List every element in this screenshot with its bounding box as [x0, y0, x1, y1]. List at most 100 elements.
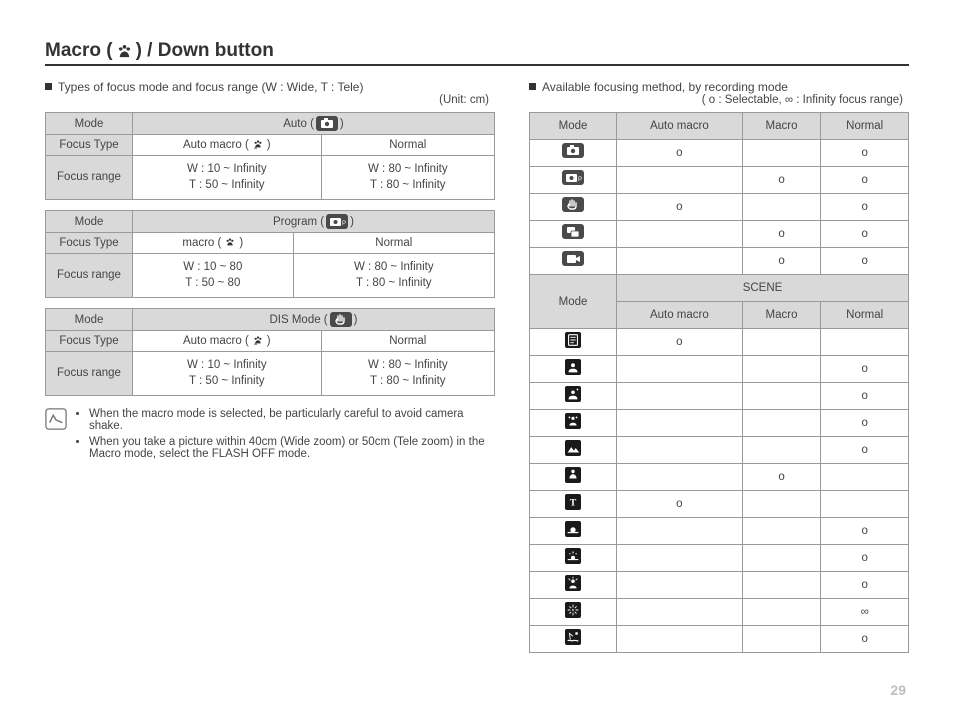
landscape-mode-icon — [565, 440, 581, 456]
focus-method-table: Mode Auto macro Macro Normal ooPoooooooo… — [529, 112, 909, 653]
text-mode-icon: T — [565, 494, 581, 510]
table-row: o — [530, 329, 909, 356]
focus-type-label: Focus Type — [46, 135, 133, 156]
auto-macro-icon: A — [251, 138, 265, 152]
mode-label: Mode — [46, 211, 133, 233]
sunset-mode-icon — [565, 521, 581, 537]
focus-range-label: Focus range — [46, 156, 133, 200]
table-row: o — [530, 626, 909, 653]
macro-cell — [742, 356, 821, 383]
macro-cell — [742, 545, 821, 572]
mode-icon-cell — [530, 599, 617, 626]
mode-icon-cell — [530, 572, 617, 599]
legend-label: ( o : Selectable, ∞ : Infinity focus ran… — [529, 94, 903, 106]
focus-range-table: ModeProgram ( P )Focus Typemacro ( )Norm… — [45, 210, 495, 298]
unit-label: (Unit: cm) — [45, 94, 489, 106]
normal-cell: o — [821, 545, 909, 572]
focus-range-label: Focus range — [46, 254, 133, 298]
normal-cell: o — [821, 626, 909, 653]
macro-cell — [742, 140, 821, 167]
normal-cell — [821, 329, 909, 356]
svg-text:A: A — [254, 341, 257, 346]
focus-range-a: W : 10 ~ InfinityT : 50 ~ Infinity — [133, 352, 322, 396]
focus-type-b: Normal — [321, 135, 494, 156]
focus-type-b: Normal — [293, 233, 494, 254]
mode-icon-cell — [530, 464, 617, 491]
auto-macro-cell — [617, 248, 743, 275]
table-row: o — [530, 464, 909, 491]
mode-icon-cell — [530, 410, 617, 437]
note-icon — [45, 408, 67, 464]
page-number: 29 — [890, 682, 906, 698]
table-row: oo — [530, 248, 909, 275]
hdr-macro: Macro — [742, 302, 821, 329]
focus-range-b: W : 80 ~ InfinityT : 80 ~ Infinity — [321, 352, 494, 396]
auto-macro-cell — [617, 167, 743, 194]
focus-range-row: Focus rangeW : 10 ~ InfinityT : 50 ~ Inf… — [46, 352, 495, 396]
macro-cell — [742, 572, 821, 599]
focus-range-a: W : 10 ~ 80T : 50 ~ 80 — [133, 254, 294, 298]
focus-method-section: Available focusing method, by recording … — [529, 80, 909, 663]
auto-macro-icon: A — [251, 334, 265, 348]
table-row: To — [530, 491, 909, 518]
macro-cell — [742, 626, 821, 653]
normal-cell: o — [821, 572, 909, 599]
normal-cell: o — [821, 518, 909, 545]
auto-macro-cell — [617, 545, 743, 572]
focus-type-label: Focus Type — [46, 233, 133, 254]
table-row: o — [530, 383, 909, 410]
auto-macro-cell — [617, 599, 743, 626]
title-rule — [45, 64, 909, 66]
hdr-normal: Normal — [821, 302, 909, 329]
svg-text:P: P — [342, 221, 346, 227]
svg-text:P: P — [578, 177, 582, 183]
auto-macro-cell — [617, 464, 743, 491]
auto-macro-cell: o — [617, 491, 743, 518]
macro-cell — [742, 194, 821, 221]
normal-cell: o — [821, 221, 909, 248]
mode-icon-cell — [530, 329, 617, 356]
normal-cell: o — [821, 383, 909, 410]
portrait-mode-icon — [565, 359, 581, 375]
closeup-mode-icon — [565, 467, 581, 483]
title-suffix: ) / Down button — [136, 40, 274, 62]
focus-type-label: Focus Type — [46, 331, 133, 352]
title-prefix: Macro ( — [45, 40, 113, 62]
hand-mode-icon — [330, 312, 352, 327]
macro-cell — [742, 599, 821, 626]
focus-range-section: Types of focus mode and focus range (W :… — [45, 80, 495, 663]
beach-mode-icon — [565, 629, 581, 645]
camera-p-mode-icon: P — [326, 214, 348, 229]
focus-range-table: ModeDIS Mode ( )Focus TypeAuto macro ( A… — [45, 308, 495, 396]
table-row: o — [530, 572, 909, 599]
night-mode-icon — [565, 386, 581, 402]
mode-icon-cell — [530, 518, 617, 545]
macro-cell: o — [742, 248, 821, 275]
normal-cell — [821, 491, 909, 518]
focus-range-row: Focus rangeW : 10 ~ 80T : 50 ~ 80W : 80 … — [46, 254, 495, 298]
focus-type-b: Normal — [321, 331, 494, 352]
macro-cell — [742, 518, 821, 545]
page-title: Macro ( ) / Down button — [45, 40, 909, 62]
auto-macro-cell — [617, 383, 743, 410]
table-row: o — [530, 437, 909, 464]
camera-mode-icon — [316, 116, 338, 131]
hdr-auto-macro: Auto macro — [617, 113, 743, 140]
table-row: oo — [530, 140, 909, 167]
macro-cell — [742, 437, 821, 464]
hand-mode-icon — [562, 197, 584, 212]
hdr-mode: Mode — [530, 113, 617, 140]
mode-icon-cell: P — [530, 167, 617, 194]
normal-cell: o — [821, 410, 909, 437]
focus-range-a: W : 10 ~ InfinityT : 50 ~ Infinity — [133, 156, 322, 200]
focus-range-b: W : 80 ~ InfinityT : 80 ~ Infinity — [293, 254, 494, 298]
normal-cell: o — [821, 167, 909, 194]
auto-macro-cell — [617, 518, 743, 545]
table-row: o — [530, 518, 909, 545]
square-bullet-icon — [529, 83, 536, 90]
macro-cell: o — [742, 464, 821, 491]
macro-icon — [223, 236, 237, 250]
focus-range-table: ModeAuto ( )Focus TypeAuto macro ( A )No… — [45, 112, 495, 200]
mode-icon-cell — [530, 437, 617, 464]
note-list: When the macro mode is selected, be part… — [75, 408, 495, 464]
